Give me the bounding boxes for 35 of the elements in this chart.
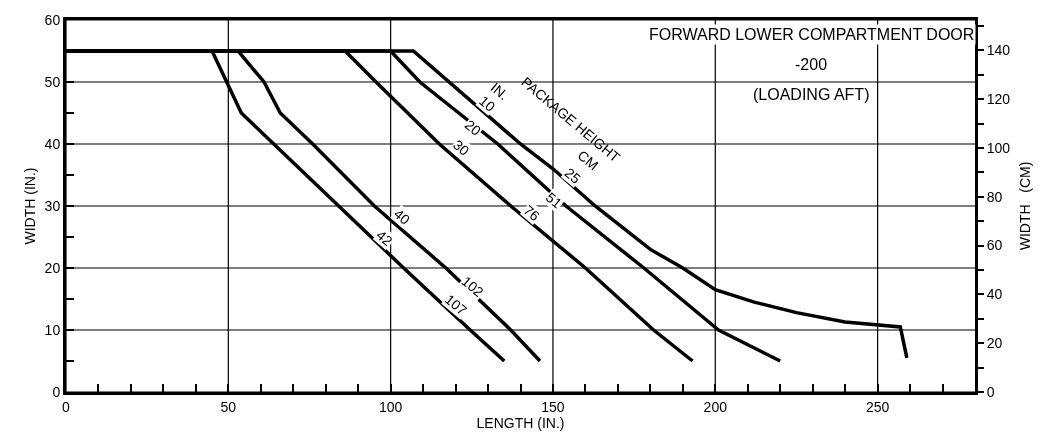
y-tick-label: 30 xyxy=(44,197,61,214)
text: -200 xyxy=(795,56,828,73)
x-tick-label: 250 xyxy=(865,398,890,415)
y2-tick-label: 100 xyxy=(986,139,1011,156)
x-tick-label: 150 xyxy=(541,398,565,415)
annotation: 51 xyxy=(542,189,566,212)
y2-tick-label: 120 xyxy=(986,90,1011,107)
annotation: 30 xyxy=(450,136,473,159)
annotation: 107 xyxy=(441,291,471,319)
annotation: 40 xyxy=(390,205,414,228)
annotation: 102 xyxy=(458,272,487,301)
y2-axis-title: WIDTH (CM) xyxy=(1016,161,1033,251)
chart-title: FORWARD LOWER COMPARTMENT DOOR xyxy=(649,26,975,43)
y-tick-label: 10 xyxy=(44,321,61,338)
y-tick-label: 40 xyxy=(44,135,61,152)
annotation: 76 xyxy=(520,201,543,225)
y-tick-label: 20 xyxy=(44,259,61,276)
x-tick-label: 100 xyxy=(378,398,403,415)
y-tick-label: 0 xyxy=(52,383,61,400)
annotation: 42 xyxy=(373,226,396,250)
x-axis-title: LENGTH (IN.) xyxy=(476,414,565,431)
y2-tick-label: 140 xyxy=(986,42,1011,59)
annotation: (LOADING AFT) xyxy=(753,86,870,103)
y2-tick-label: 0 xyxy=(986,383,995,400)
y-tick-label: 60 xyxy=(44,11,61,28)
x-tick-label: 50 xyxy=(220,398,237,415)
y2-tick-label: 60 xyxy=(986,237,1003,254)
annotation: 20 xyxy=(461,116,485,139)
annotation: 25 xyxy=(561,164,584,187)
y2-tick-label: 80 xyxy=(986,188,1003,205)
y2-tick-label: 40 xyxy=(986,286,1003,303)
y-tick-label: 50 xyxy=(44,73,61,90)
y2-tick-label: 20 xyxy=(986,335,1003,352)
x-tick-label: 200 xyxy=(703,398,728,415)
y-axis-title: WIDTH (IN.) xyxy=(22,167,39,245)
